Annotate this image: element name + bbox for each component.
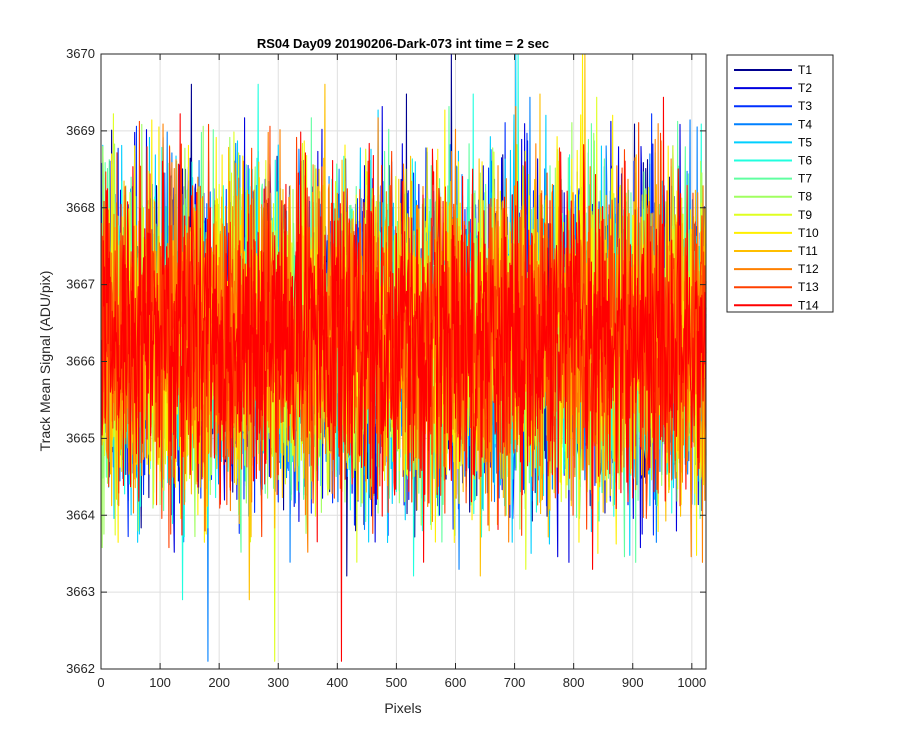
x-axis-label: Pixels bbox=[384, 700, 421, 716]
legend-label-t8: T8 bbox=[798, 190, 812, 204]
y-tick-label: 3664 bbox=[66, 507, 95, 522]
x-tick-label: 100 bbox=[149, 675, 171, 690]
y-tick-label: 3663 bbox=[66, 584, 95, 599]
legend-label-t3: T3 bbox=[798, 99, 812, 113]
x-tick-label: 800 bbox=[563, 675, 585, 690]
legend-label-t13: T13 bbox=[798, 280, 819, 294]
legend: T1 T2 T3 T4 T5 T6 T7 T8 T9 T10 T11 T12 T13 T14 bbox=[726, 54, 834, 313]
axis-ticks: 0 100 200 300 400 500 600 700 800 900 1000 3662 3663… bbox=[66, 46, 706, 690]
legend-label-t7: T7 bbox=[798, 172, 812, 186]
x-tick-label: 300 bbox=[267, 675, 289, 690]
series-layer bbox=[101, 53, 707, 662]
legend-label-t10: T10 bbox=[798, 226, 819, 240]
legend-label-t1: T1 bbox=[798, 63, 812, 77]
legend-label-t4: T4 bbox=[798, 117, 812, 131]
x-tick-label: 400 bbox=[326, 675, 348, 690]
x-tick-label: 700 bbox=[504, 675, 526, 690]
x-tick-label: 600 bbox=[445, 675, 467, 690]
y-tick-label: 3670 bbox=[66, 46, 95, 61]
x-tick-label: 1000 bbox=[677, 675, 706, 690]
chart-title: RS04 Day09 20190206-Dark-073 int time = … bbox=[257, 36, 549, 51]
x-tick-label: 0 bbox=[97, 675, 104, 690]
y-tick-label: 3668 bbox=[66, 200, 95, 215]
x-tick-label: 900 bbox=[622, 675, 644, 690]
legend-label-t9: T9 bbox=[798, 208, 812, 222]
legend-label-t6: T6 bbox=[798, 154, 812, 168]
legend-label-t2: T2 bbox=[798, 81, 812, 95]
legend-label-t5: T5 bbox=[798, 135, 812, 149]
y-tick-label: 3667 bbox=[66, 277, 95, 292]
y-tick-label: 3665 bbox=[66, 430, 95, 445]
legend-label-t14: T14 bbox=[798, 298, 819, 312]
x-tick-label: 200 bbox=[208, 675, 230, 690]
y-tick-label: 3662 bbox=[66, 661, 95, 676]
series-line-t14 bbox=[101, 96, 707, 662]
x-tick-label: 500 bbox=[386, 675, 408, 690]
legend-label-t12: T12 bbox=[798, 262, 819, 276]
legend-label-t11: T11 bbox=[798, 244, 818, 258]
y-tick-label: 3666 bbox=[66, 354, 95, 369]
y-axis-label: Track Mean Signal (ADU/pix) bbox=[37, 271, 53, 452]
y-tick-label: 3669 bbox=[66, 123, 95, 138]
